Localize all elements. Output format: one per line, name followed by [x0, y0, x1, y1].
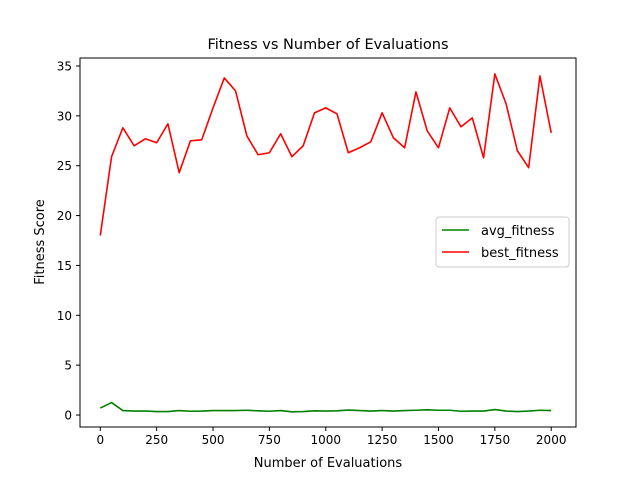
y-tick-label: 20 [57, 209, 72, 223]
y-axis-ticks: 0 5 10 15 20 25 30 35 [57, 59, 80, 423]
legend-best-fitness-label: best_fitness [481, 246, 559, 261]
y-tick-label: 30 [57, 109, 72, 123]
x-tick-label: 1750 [480, 433, 511, 447]
x-tick-label: 250 [145, 433, 168, 447]
y-tick-label: 0 [64, 409, 72, 423]
y-tick-label: 35 [57, 59, 72, 73]
plot-area-frame [79, 57, 577, 428]
series-line-best-fitness [99, 73, 552, 236]
legend-avg-fitness-label: avg_fitness [481, 224, 555, 239]
x-tick-label: 0 [96, 433, 104, 447]
y-axis-label: Fitness Score [33, 199, 48, 285]
x-tick-label: 1500 [423, 433, 454, 447]
y-tick-label: 5 [64, 359, 72, 373]
y-tick-label: 10 [57, 309, 72, 323]
x-tick-label: 500 [202, 433, 225, 447]
y-tick-label: 25 [57, 159, 72, 173]
legend: avg_fitness best_fitness [435, 216, 570, 268]
x-tick-label: 2000 [536, 433, 567, 447]
x-axis-ticks: 0 250 500 750 1000 1250 1500 1750 2000 [96, 427, 566, 447]
x-tick-label: 1000 [310, 433, 341, 447]
y-tick-label: 15 [57, 259, 72, 273]
chart-title: Fitness vs Number of Evaluations [207, 37, 448, 53]
x-tick-label: 750 [258, 433, 281, 447]
series-lines [99, 73, 552, 413]
legend-frame [435, 216, 570, 268]
series-line-avg-fitness [99, 401, 552, 413]
x-axis-label: Number of Evaluations [254, 456, 403, 471]
x-tick-label: 1250 [367, 433, 398, 447]
